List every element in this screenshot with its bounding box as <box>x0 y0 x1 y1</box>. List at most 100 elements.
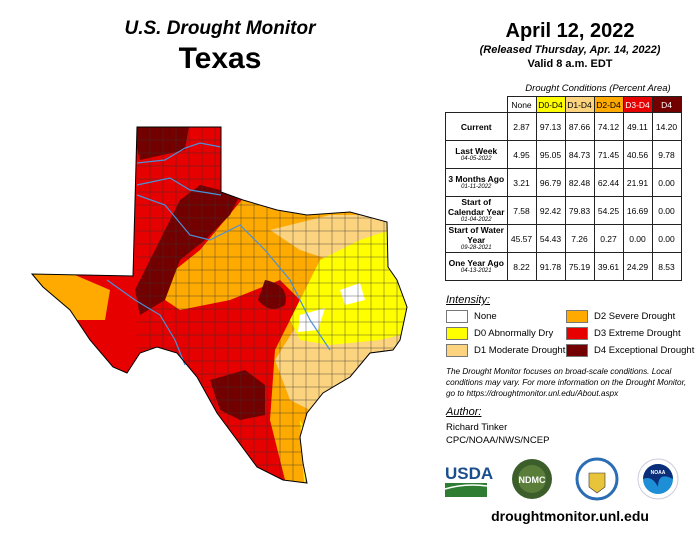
column-header: None <box>506 96 537 113</box>
table-cell: 84.73 <box>564 140 595 169</box>
legend-label: D2 Severe Drought <box>594 311 676 322</box>
table-cell: 7.26 <box>564 224 595 253</box>
table-cell: 40.56 <box>622 140 653 169</box>
row-label-text: Start of Water Year <box>448 225 504 245</box>
legend-swatch <box>446 344 468 357</box>
table-cell: 0.27 <box>593 224 624 253</box>
row-label: Start of Water Year 09-28-2021 <box>445 224 508 253</box>
author-info: Richard Tinker CPC/NOAA/NWS/NCEP <box>446 421 549 447</box>
table-cell: 82.48 <box>564 168 595 197</box>
d4-region-central <box>258 280 286 309</box>
row-label-text: Start of Calendar Year <box>447 197 505 217</box>
disclaimer-note: The Drought Monitor focuses on broad-sca… <box>446 367 687 398</box>
row-label-text: 3 Months Ago <box>448 174 505 184</box>
table-cell: 95.05 <box>535 140 566 169</box>
table-row: Current 2.87 97.13 87.66 74.12 49.11 14.20 <box>445 112 682 141</box>
commerce-seal-logo <box>575 457 619 501</box>
row-label-text: Last Week <box>455 146 498 156</box>
table-row: One Year Ago 04-13-2021 8.22 91.78 75.19 39.6… <box>445 252 682 281</box>
table-cell: 92.42 <box>535 196 566 225</box>
table-cell: 2.87 <box>506 112 537 141</box>
table-cell: 14.20 <box>651 112 682 141</box>
region-title: Texas <box>178 42 262 75</box>
valid-time: Valid 8 a.m. EDT <box>527 58 613 70</box>
legend-swatch <box>446 310 468 323</box>
row-label: One Year Ago 04-13-2021 <box>445 252 508 281</box>
column-header: D2-D4 <box>593 96 624 113</box>
table-cell: 7.58 <box>506 196 537 225</box>
column-header: D0-D4 <box>535 96 566 113</box>
svg-text:NOAA: NOAA <box>651 470 666 476</box>
table-row: Start of Calendar Year 01-04-2022 7.58 92.4… <box>445 196 682 225</box>
table-cell: 0.00 <box>622 224 653 253</box>
column-header: D4 <box>651 96 682 113</box>
table-row: Start of Water Year 09-28-2021 45.57 54.43 7… <box>445 224 682 253</box>
table-cell: 91.78 <box>535 252 566 281</box>
legend-item: D3 Extreme Drought <box>566 327 681 340</box>
product-title: U.S. Drought Monitor <box>124 18 316 39</box>
row-label: Current <box>445 112 508 141</box>
row-label: 3 Months Ago 01-11-2022 <box>445 168 508 197</box>
table-cell: 97.13 <box>535 112 566 141</box>
author-label: Author: <box>446 406 482 418</box>
row-date: 04-13-2021 <box>460 268 492 274</box>
table-cell: 16.69 <box>622 196 653 225</box>
legend-label: D0 Abnormally Dry <box>474 328 554 339</box>
row-date: 04-05-2022 <box>460 156 492 162</box>
author-org: CPC/NOAA/NWS/NCEP <box>446 435 550 446</box>
ndmc-logo: NDMC <box>512 459 552 499</box>
row-label: Start of Calendar Year 01-04-2022 <box>445 196 508 225</box>
table-cell: 87.66 <box>564 112 595 141</box>
table-cell: 0.00 <box>651 168 682 197</box>
legend-label: D1 Moderate Drought <box>474 345 566 356</box>
d2-region-west <box>32 270 110 320</box>
d4-region-band <box>135 185 240 315</box>
texas-drought-map <box>31 126 408 484</box>
legend-label: D3 Extreme Drought <box>594 328 681 339</box>
table-cell: 0.00 <box>651 224 682 253</box>
release-date: (Released Thursday, Apr. 14, 2022) <box>479 44 661 56</box>
table-cell: 8.53 <box>651 252 682 281</box>
table-caption: Drought Conditions (Percent Area) <box>525 83 671 94</box>
row-label: Last Week 04-05-2022 <box>445 140 508 169</box>
legend-title: Intensity: <box>446 294 491 306</box>
table-cell: 21.91 <box>622 168 653 197</box>
table-cell: 45.57 <box>506 224 537 253</box>
legend-label: None <box>474 311 497 322</box>
column-header: D1-D4 <box>564 96 595 113</box>
table-cell: 71.45 <box>593 140 624 169</box>
legend-item: D0 Abnormally Dry <box>446 327 553 340</box>
table-row: 3 Months Ago 01-11-2022 3.21 96.79 82.48 62.4… <box>445 168 682 197</box>
table-cell: 79.83 <box>564 196 595 225</box>
table-cell: 9.78 <box>651 140 682 169</box>
map-date: April 12, 2022 <box>505 20 635 42</box>
legend-swatch <box>566 310 588 323</box>
table-row: Last Week 04-05-2022 4.95 95.05 84.73 71.45 40… <box>445 140 682 169</box>
d4-region-south <box>210 370 265 420</box>
legend-swatch <box>566 344 588 357</box>
noaa-logo: NOAA <box>637 458 679 500</box>
table-cell: 4.95 <box>506 140 537 169</box>
row-label-text: One Year Ago <box>448 258 504 268</box>
legend-item: D1 Moderate Drought <box>446 344 565 357</box>
table-cell: 54.43 <box>535 224 566 253</box>
row-date: 01-04-2022 <box>460 217 492 223</box>
table-cell: 74.12 <box>593 112 624 141</box>
author-name: Richard Tinker <box>446 422 508 433</box>
legend-item: D4 Exceptional Drought <box>566 344 694 357</box>
website-url[interactable]: droughtmonitor.unl.edu <box>491 508 649 524</box>
rivers <box>106 142 331 366</box>
row-label-text: Current <box>460 121 492 132</box>
svg-text:NDMC: NDMC <box>519 475 546 485</box>
table-cell: 96.79 <box>535 168 566 197</box>
legend-item: D2 Severe Drought <box>566 310 675 323</box>
legend-swatch <box>566 327 588 340</box>
table-cell: 8.22 <box>506 252 537 281</box>
row-date: 09-28-2021 <box>460 245 492 251</box>
row-date: 01-11-2022 <box>461 184 492 190</box>
drought-stats-table: None D0-D4 D1-D4 D2-D4 D3-D4 D4 Current 2.87 97.… <box>445 96 682 281</box>
table-cell: 49.11 <box>622 112 653 141</box>
table-corner <box>446 97 508 113</box>
svg-text:USDA: USDA <box>445 464 493 483</box>
table-cell: 62.44 <box>593 168 624 197</box>
